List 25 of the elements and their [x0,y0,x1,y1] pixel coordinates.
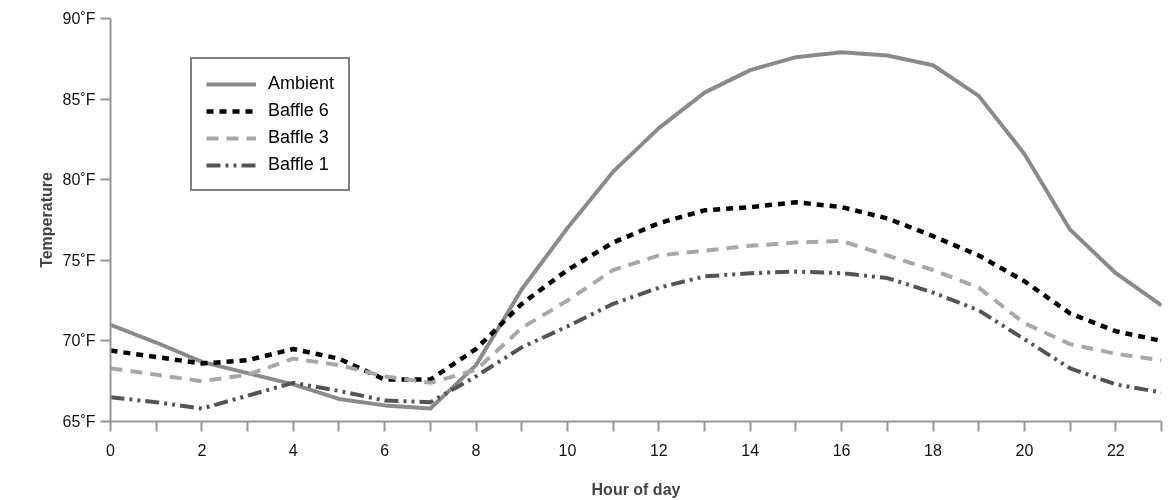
x-tick-label: 6 [380,441,390,459]
y-tick-label: 65˚F [62,413,96,430]
y-tick-label: 90˚F [62,10,96,27]
legend-label: Baffle 3 [268,127,329,148]
y-axis-title: Temperature [37,172,55,268]
x-tick-label: 4 [288,441,298,459]
x-tick-label: 20 [1015,441,1034,459]
y-tick-label: 85˚F [62,90,96,108]
legend-label: Baffle 1 [268,154,329,175]
x-tick-label: 0 [106,441,116,459]
y-tick-label: 80˚F [62,171,96,189]
x-tick-label: 22 [1106,441,1125,459]
x-tick-label: 18 [924,441,943,459]
legend-label: Baffle 6 [268,100,329,121]
x-tick-label: 8 [471,441,481,459]
y-tick-label: 70˚F [62,332,96,350]
y-tick-label: 75˚F [62,251,96,269]
legend-label: Ambient [268,73,335,94]
x-tick-label: 2 [197,441,207,459]
x-tick-label: 10 [558,441,577,459]
x-tick-label: 14 [741,441,760,459]
x-tick-label: 16 [832,441,851,459]
line-series [110,238,1162,385]
x-tick-label: 12 [649,441,668,459]
x-axis-title: Hour of day [591,480,681,498]
